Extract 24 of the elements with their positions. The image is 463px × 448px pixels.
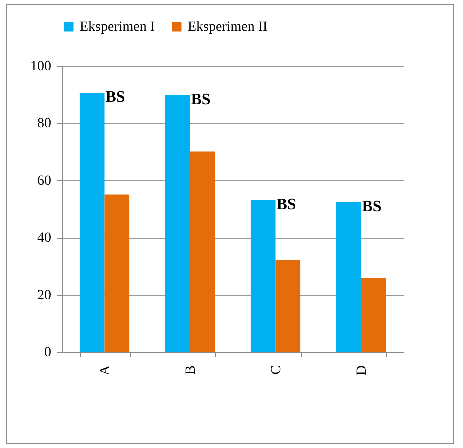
bar xyxy=(80,93,105,352)
y-tick-label: 60 xyxy=(38,174,52,189)
x-tick-label: B xyxy=(184,366,199,375)
x-tick-label: D xyxy=(354,366,370,376)
bar xyxy=(190,152,216,352)
y-tick-label: 40 xyxy=(38,231,52,246)
annotation: BS xyxy=(191,91,211,108)
bar xyxy=(276,260,301,352)
y-tick-label: 20 xyxy=(38,288,52,304)
bar xyxy=(361,278,386,352)
y-tick-label: 0 xyxy=(44,346,52,360)
annotation: BS xyxy=(106,89,126,106)
y-tick-label: 100 xyxy=(30,60,52,74)
bar xyxy=(336,202,362,352)
legend-label: Eksperimen II xyxy=(188,20,268,35)
annotation: BS xyxy=(362,198,382,216)
y-tick-label: 80 xyxy=(38,116,52,132)
bar xyxy=(104,194,130,352)
x-tick-label: C xyxy=(269,366,284,375)
bar xyxy=(165,95,190,352)
legend-label: Eksperimen I xyxy=(80,20,156,35)
x-tick-label: A xyxy=(98,364,114,376)
bar xyxy=(250,200,276,352)
annotation: BS xyxy=(276,196,296,214)
